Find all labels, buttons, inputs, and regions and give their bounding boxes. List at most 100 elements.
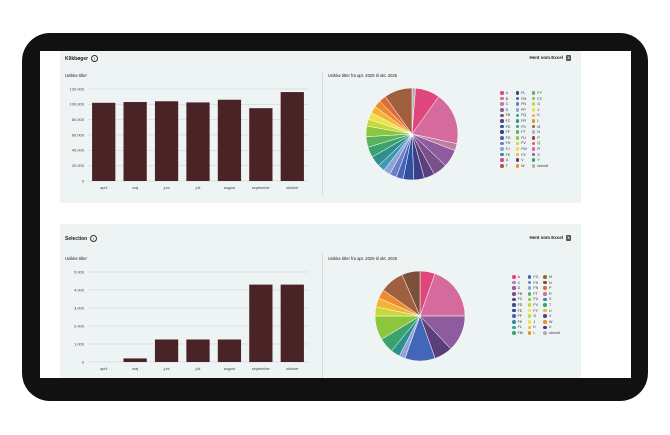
bar-chart: 0 1.000 2.000 3.000 4.000 5.000 april maj juni ju…	[74, 269, 308, 371]
legend-item[interactable]: W	[515, 164, 527, 168]
legend-label: FT	[533, 291, 538, 296]
legend-item[interactable]: FN	[515, 102, 527, 106]
legend-item[interactable]: W	[543, 320, 559, 324]
export-excel-button[interactable]: Hent som Excel X	[529, 235, 571, 241]
legend-item[interactable]: P	[543, 286, 559, 290]
legend-item[interactable]: FD	[500, 125, 511, 129]
legend-item[interactable]: G	[527, 314, 539, 318]
legend-item[interactable]: N	[531, 130, 548, 134]
legend-label: FF	[517, 314, 522, 319]
legend-item[interactable]: M	[531, 125, 548, 129]
legend-item[interactable]: FK	[500, 153, 511, 157]
legend-item[interactable]: FU	[515, 136, 527, 140]
legend-item[interactable]: FR	[515, 119, 527, 123]
legend-item[interactable]: FG	[527, 275, 538, 279]
legend-item[interactable]: FM	[515, 97, 527, 101]
legend-item[interactable]: FD	[512, 303, 523, 307]
legend-item[interactable]: J	[531, 108, 548, 112]
legend-swatch	[515, 107, 520, 112]
legend-item[interactable]: FH	[500, 141, 511, 145]
legend-item[interactable]: FM	[512, 331, 523, 335]
legend-item[interactable]: X	[543, 325, 559, 329]
legend-item[interactable]: FX	[515, 153, 527, 157]
x-tick-label: juni	[163, 367, 170, 371]
legend-item[interactable]: FT	[527, 291, 539, 296]
legend-item[interactable]: FZ	[531, 96, 548, 101]
legend-item[interactable]: V	[543, 314, 559, 318]
legend-item[interactable]: R	[531, 147, 548, 151]
legend-item[interactable]: FV	[515, 141, 527, 145]
legend-item[interactable]: FU	[527, 297, 539, 301]
legend-item[interactable]: FB	[512, 292, 523, 296]
legend-item[interactable]: R	[543, 292, 559, 296]
legend-item[interactable]: FC	[512, 297, 523, 301]
legend-label: FQ	[521, 113, 527, 118]
legend-swatch	[512, 291, 516, 296]
legend-item[interactable]: FN	[527, 286, 539, 290]
legend-item[interactable]: P	[531, 136, 548, 140]
info-icon[interactable]: i	[90, 235, 98, 242]
legend-item[interactable]: M	[543, 275, 559, 279]
legend-item[interactable]: FG	[500, 136, 511, 140]
legend-item[interactable]: K	[527, 325, 539, 329]
x-tick-label: maj	[132, 186, 138, 190]
legend-item[interactable]: FF	[500, 130, 511, 134]
legend-item[interactable]: C	[500, 102, 511, 106]
legend-item[interactable]: FC	[500, 119, 511, 123]
legend-label: W	[548, 319, 553, 324]
legend-item[interactable]: G	[531, 102, 548, 106]
legend-item[interactable]: K	[531, 113, 548, 118]
bar	[186, 339, 210, 362]
legend-swatch	[543, 286, 547, 290]
legend-item[interactable]: B	[500, 97, 511, 101]
legend-item[interactable]: L	[531, 119, 548, 123]
legend-item[interactable]: FW	[515, 147, 527, 151]
x-tick-label: juni	[163, 186, 170, 190]
legend-item[interactable]: ukendt	[531, 164, 548, 168]
bar-chart-title: Unikke titler	[65, 73, 87, 78]
legend-item[interactable]: FH	[527, 281, 539, 285]
legend-item[interactable]: FY	[531, 91, 548, 95]
legend-item[interactable]: S	[543, 297, 559, 301]
legend-item[interactable]: A	[512, 275, 523, 279]
legend-item[interactable]: T	[543, 303, 559, 307]
legend-item[interactable]: FB	[500, 113, 511, 117]
legend-swatch	[531, 96, 536, 101]
legend-item[interactable]: FT	[515, 130, 527, 134]
legend-item[interactable]: FL	[512, 325, 523, 329]
legend-item[interactable]: FE	[512, 309, 523, 313]
legend-item[interactable]: FQ	[515, 113, 527, 118]
legend-item[interactable]: ukendt	[543, 331, 560, 335]
legend-label: K	[537, 113, 540, 118]
legend-item[interactable]: FF	[512, 314, 523, 318]
legend-item[interactable]: FY	[527, 309, 539, 313]
legend-item[interactable]: FS	[515, 125, 527, 129]
legend-item[interactable]: N	[543, 281, 559, 285]
legend-item[interactable]: C	[512, 281, 523, 285]
legend-item[interactable]: FK	[512, 320, 523, 324]
legend-item[interactable]: V	[515, 158, 527, 162]
legend-label: FZ	[537, 96, 542, 101]
y-tick-label: 0	[82, 178, 85, 183]
y-tick-label: 40.000	[72, 148, 85, 153]
legend-item[interactable]: D	[512, 286, 523, 290]
legend-item[interactable]: L	[527, 331, 539, 335]
legend-item[interactable]: Q	[531, 141, 548, 145]
legend-item[interactable]: FV	[527, 303, 539, 307]
legend-item[interactable]: A	[500, 91, 511, 95]
legend-item[interactable]: FJ	[500, 147, 511, 151]
info-icon[interactable]: i	[91, 55, 99, 62]
legend-item[interactable]: S	[531, 153, 548, 157]
legend-item[interactable]: FL	[515, 91, 527, 95]
legend-item[interactable]: J	[527, 320, 539, 324]
legend-swatch	[543, 303, 547, 307]
legend-item[interactable]: T	[500, 164, 511, 168]
legend-item[interactable]: D	[500, 108, 511, 112]
legend-item[interactable]: FP	[515, 107, 527, 112]
legend-item[interactable]: U	[500, 158, 511, 162]
legend-item[interactable]: Y	[531, 158, 548, 162]
legend-item[interactable]: U	[543, 309, 559, 313]
export-label: Hent som Excel	[529, 235, 563, 241]
legend-label: FY	[537, 91, 542, 95]
export-excel-button[interactable]: Hent som Excel X	[529, 55, 571, 61]
